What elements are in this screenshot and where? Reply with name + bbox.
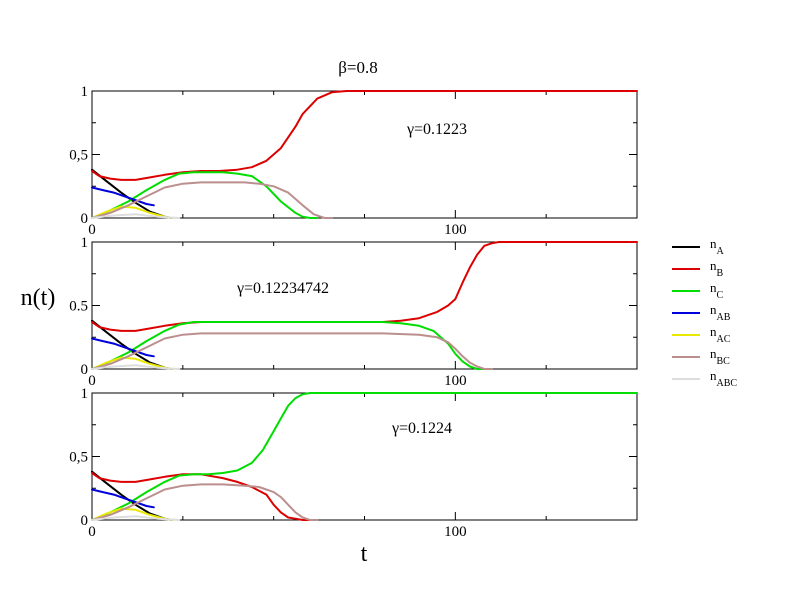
- y-tick-label: 0.5: [69, 299, 88, 315]
- legend-label: nAB: [710, 302, 731, 323]
- x-tick-label: 0: [88, 524, 96, 540]
- series-line-nAB: [91, 488, 155, 509]
- series-line-nABC: [91, 213, 181, 219]
- series-line-nBC: [91, 181, 333, 219]
- y-tick-label: 0,5: [69, 148, 88, 164]
- legend-label: nBC: [710, 346, 730, 367]
- plot-frame: [91, 392, 638, 521]
- series-line-nABC: [91, 364, 181, 370]
- y-tick-label: 0: [81, 211, 89, 227]
- series-line-nABC: [91, 515, 181, 521]
- plot-frame: [91, 241, 638, 370]
- panel-middle: 0 0.5 1 0 100 γ=0.12234742: [69, 235, 638, 389]
- y-axis-title: n(t): [21, 285, 56, 311]
- y-tick-label: 0,5: [69, 450, 88, 466]
- figure-title: β=0.8: [338, 58, 378, 77]
- panel-top: 0 0,5 1 0 100 γ=0.1223: [69, 84, 638, 238]
- legend-item-nBC: nBC: [672, 346, 730, 367]
- series-line-nB: [91, 241, 638, 332]
- gamma-annotation: γ=0.12234742: [236, 280, 329, 297]
- gamma-annotation: γ=0.1223: [406, 121, 467, 138]
- legend-item-nA: nA: [672, 236, 725, 257]
- legend-item-nAB: nAB: [672, 302, 731, 323]
- y-tick-label: 0: [81, 513, 89, 529]
- y-tick-label: 1: [81, 235, 89, 251]
- series-line-nC: [91, 392, 638, 521]
- x-tick-label: 100: [444, 222, 467, 238]
- plot-frame: [91, 90, 638, 219]
- legend-label: nB: [710, 258, 724, 279]
- y-tick-label: 1: [81, 386, 89, 402]
- x-tick-label: 0: [88, 373, 96, 389]
- series-line-nBC: [91, 483, 319, 521]
- x-tick-label: 100: [444, 373, 467, 389]
- x-tick-label: 0: [88, 222, 96, 238]
- legend-item-nB: nB: [672, 258, 724, 279]
- y-tick-label: 0: [81, 362, 89, 378]
- series-line-nC: [91, 321, 486, 370]
- legend-item-nC: nC: [672, 280, 724, 301]
- legend-label: nABC: [710, 368, 737, 389]
- x-axis-title: t: [361, 541, 368, 567]
- legend-label: nAC: [710, 324, 731, 345]
- y-tick-label: 1: [81, 84, 89, 100]
- series-line-nAB: [91, 337, 155, 358]
- x-tick-label: 100: [444, 524, 467, 540]
- legend-label: nC: [710, 280, 724, 301]
- gamma-annotation: γ=0.1224: [391, 420, 452, 437]
- panel-bottom: 0 0,5 1 0 100 γ=0.1224: [69, 386, 638, 540]
- series-line-nB: [91, 472, 311, 521]
- series-line-nAB: [91, 186, 155, 207]
- series-line-nB: [91, 90, 638, 181]
- series-line-nBC: [91, 332, 493, 370]
- series-line-nC: [91, 171, 319, 219]
- legend-label: nA: [710, 236, 725, 257]
- legend-item-nABC: nABC: [672, 368, 737, 389]
- legend-item-nAC: nAC: [672, 324, 731, 345]
